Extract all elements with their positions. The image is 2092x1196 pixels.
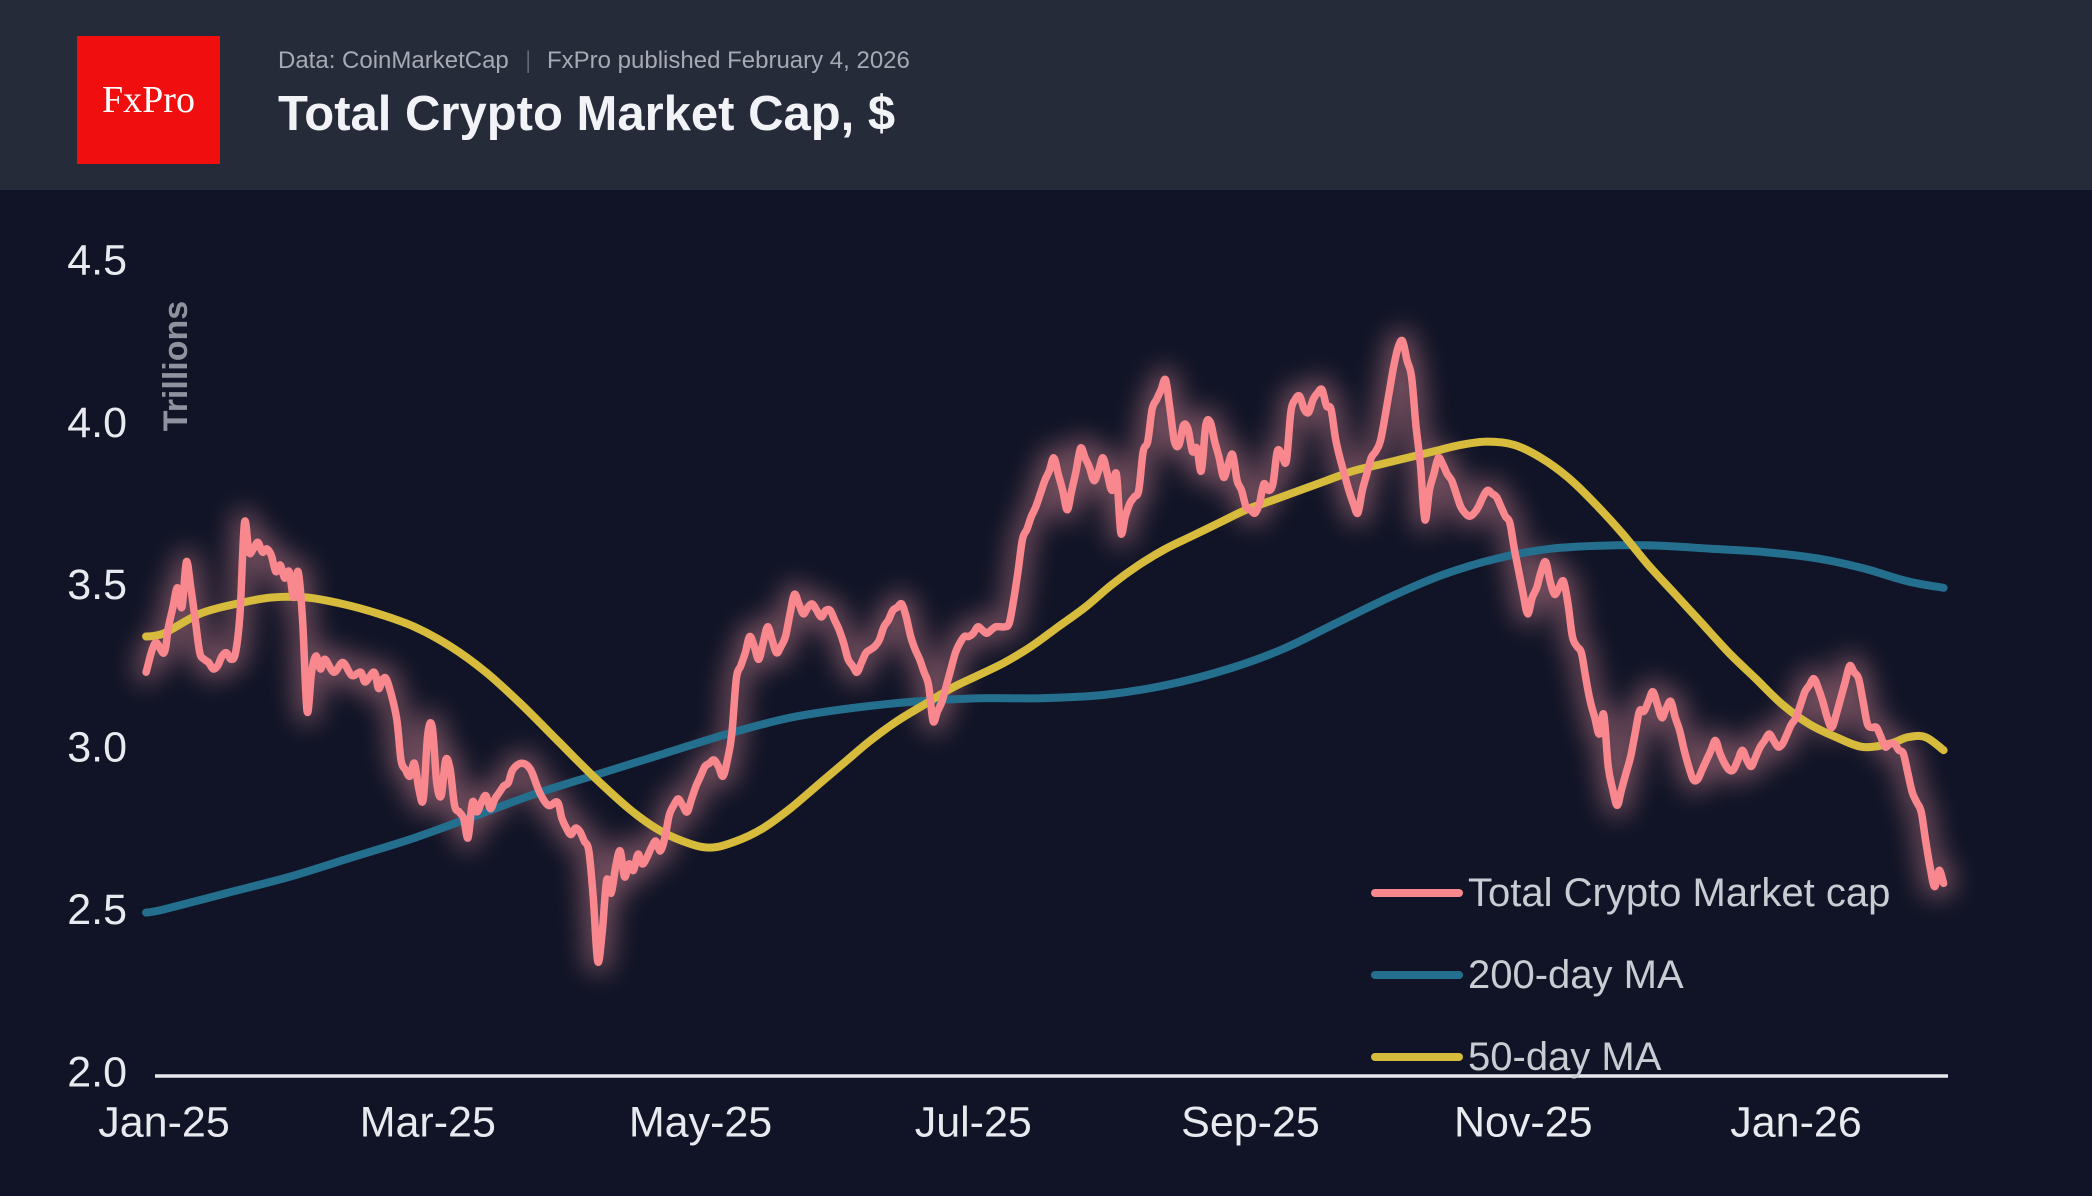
y-axis-title: Trillions [157,301,195,431]
legend-label-50-day-ma: 50-day MA [1468,1034,1662,1079]
header-bar: FxPro Data: CoinMarketCap | FxPro publishe… [0,0,2092,190]
x-tick-label-Mar-25: Mar-25 [360,1098,496,1146]
x-tick-label-Nov-25: Nov-25 [1454,1098,1593,1146]
legend-swatch-200-day-ma-line [1371,971,1463,979]
chart-legend: Total Crypto Market cap 200-day MA 50-da… [1371,868,1890,1114]
legend-item-total-crypto-market-cap: Total Crypto Market cap [1371,868,1890,918]
fxpro-logo-text: FxPro [102,79,195,121]
x-tick-label-Jul-25: Jul-25 [915,1098,1032,1146]
y-tick-label-2.5: 2.5 [67,886,127,934]
legend-label-market-cap: Total Crypto Market cap [1468,870,1891,915]
header-text-block: Data: CoinMarketCap | FxPro published Febr… [278,46,910,142]
x-tick-label-May-25: May-25 [629,1098,772,1146]
data-source-text: Data: CoinMarketCap [278,47,509,74]
fxpro-logo: FxPro [77,36,220,164]
y-tick-label-3.5: 3.5 [67,561,127,609]
legend-item-50-day-ma: 50-day MA [1371,1032,1890,1082]
legend-swatch-market-cap-line [1371,889,1463,897]
y-tick-label-4.5: 4.5 [67,236,127,284]
y-tick-label-2.0: 2.0 [67,1048,127,1096]
series-line-total-crypto-market-cap [142,336,1948,967]
legend-item-200-day-ma: 200-day MA [1371,950,1890,1000]
subtitle-separator: | [526,47,530,74]
chart-title: Total Crypto Market Cap, $ [278,87,896,141]
legend-swatch-50-day-ma-line [1371,1053,1463,1061]
x-tick-label-Jan-25: Jan-25 [98,1098,229,1146]
series-line-200-day-ma [142,541,1948,917]
y-tick-label-4.0: 4.0 [67,399,127,447]
chart-source-line: Data: CoinMarketCap | FxPro published Febr… [278,46,910,76]
x-tick-label-Jan-26: Jan-26 [1730,1098,1861,1146]
published-date-text: FxPro published February 4, 2026 [547,47,910,74]
series-line-50-day-ma [142,437,1948,852]
y-tick-label-3.0: 3.0 [67,724,127,772]
legend-label-200-day-ma: 200-day MA [1468,952,1684,997]
x-tick-label-Sep-25: Sep-25 [1181,1098,1320,1146]
